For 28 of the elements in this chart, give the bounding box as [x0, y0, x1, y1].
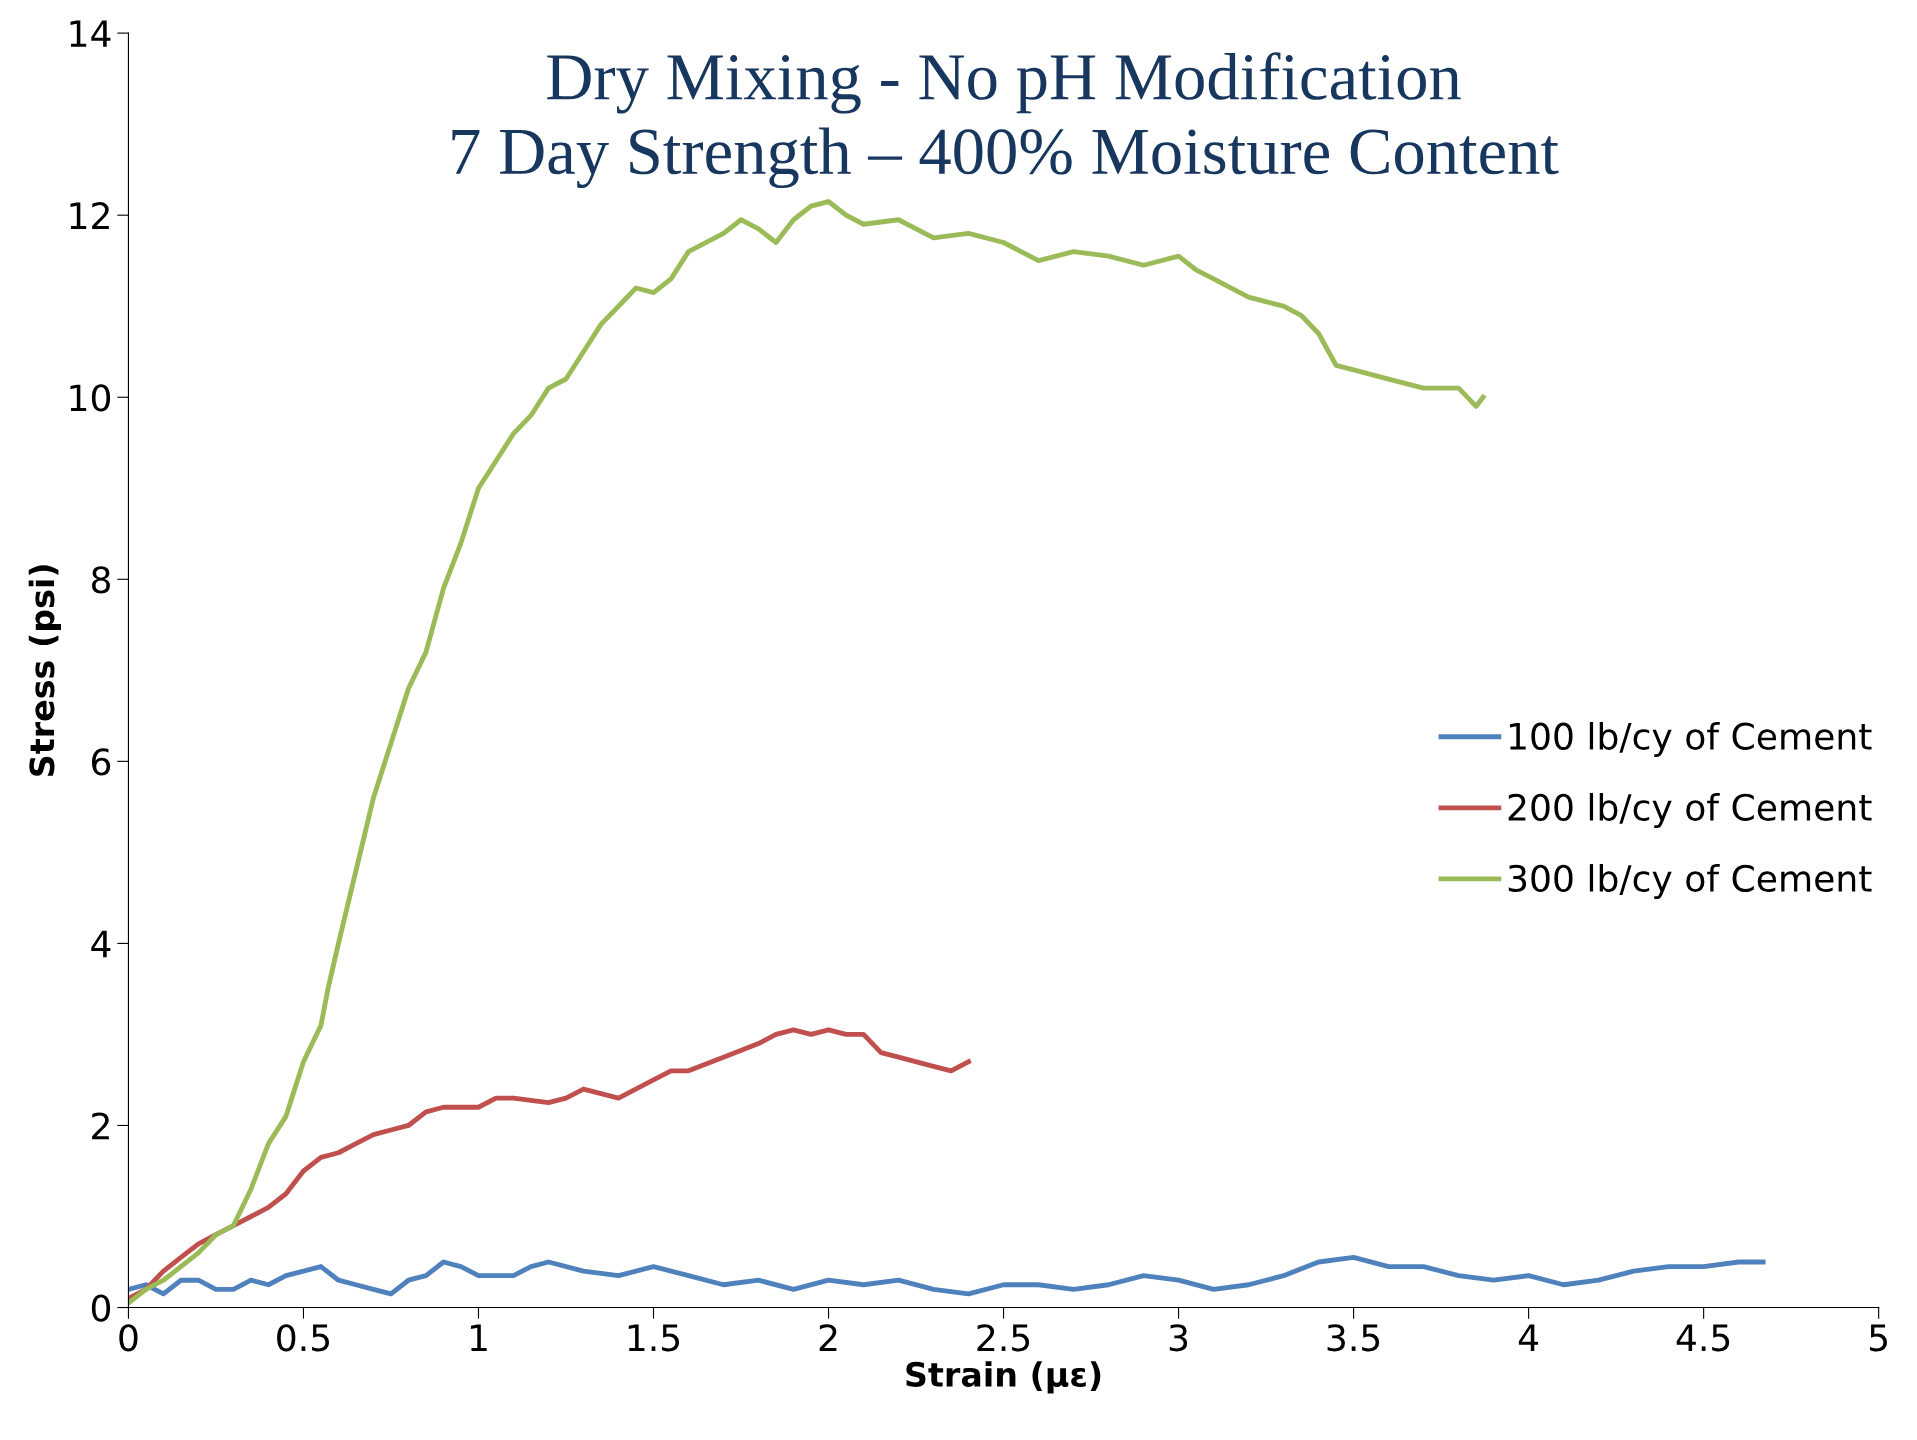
x-tick-label: 1 [470, 1324, 487, 1351]
legend-label: 200 lb/cy of Cement [1508, 793, 1872, 828]
line-series [128, 1027, 971, 1301]
x-tick-label: 2 [819, 1324, 837, 1351]
y-tick-label: 2 [92, 1112, 109, 1140]
legend-label: 100 lb/cy of Cement [1509, 721, 1872, 757]
x-tick-label: 3 [1169, 1324, 1188, 1352]
y-tick-label: 4 [91, 930, 111, 958]
x-tick-label: 0.5 [277, 1324, 330, 1352]
x-tick-label: 0 [119, 1324, 138, 1352]
y-tick-label: 8 [91, 566, 110, 594]
y-axis-title: Stress (psi) [28, 565, 61, 776]
x-tick-label: 5 [1869, 1324, 1887, 1352]
text: Dry Mixing - No pH Modification 7 Day Strength – 400% Moisture Content [452, 52, 1559, 189]
x-tick-label: 4.5 [1676, 1324, 1730, 1352]
x-tick-label: 4 [1518, 1324, 1539, 1351]
x-tick-label: 1.5 [628, 1324, 680, 1352]
y-tick-label: 14 [70, 20, 111, 47]
x-axis-title: Strain (με) [906, 1361, 1101, 1394]
y-tick-label: 6 [92, 748, 111, 776]
x-tick-label: 2.5 [977, 1324, 1030, 1352]
y-tick-label: 12 [70, 202, 109, 229]
y-tick-label: 10 [70, 384, 111, 412]
x-tick-label: 3.5 [1327, 1324, 1380, 1352]
legend-label: 300 lb/cy of Cement [1508, 864, 1872, 900]
y-tick-label: 0 [91, 1294, 111, 1322]
line-series [128, 199, 1486, 1306]
line-series [128, 1255, 1766, 1297]
